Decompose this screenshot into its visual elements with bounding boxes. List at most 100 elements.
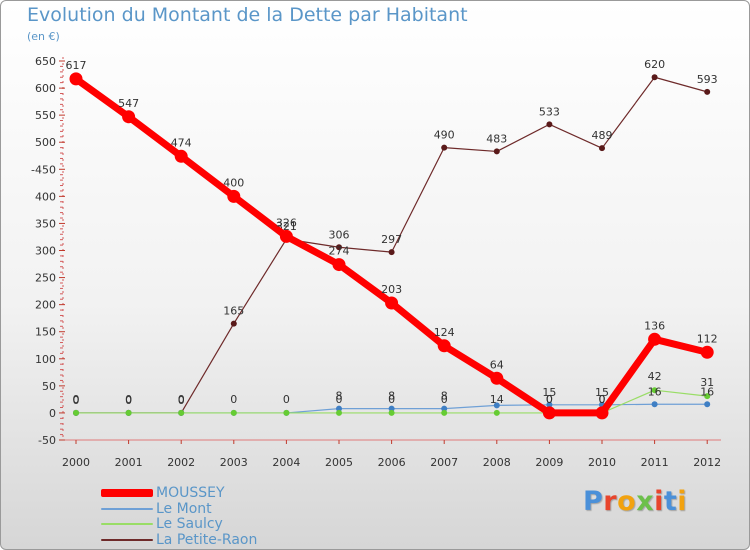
- data-point: [388, 409, 395, 416]
- data-label: 0: [336, 393, 343, 406]
- data-label: 0: [546, 393, 553, 406]
- data-point: [704, 401, 711, 408]
- data-point: [704, 393, 711, 400]
- x-tick-label: 2011: [641, 456, 669, 469]
- data-label: 274: [329, 245, 350, 258]
- data-label: 42: [648, 370, 662, 383]
- x-tick-label: 2007: [430, 456, 458, 469]
- data-label: 16: [648, 385, 662, 398]
- data-point: [69, 72, 83, 86]
- data-point: [493, 402, 500, 409]
- data-label: 203: [381, 283, 402, 296]
- data-label: 533: [539, 105, 560, 118]
- data-point: [279, 229, 293, 243]
- data-label: 124: [434, 326, 455, 339]
- legend-label: MOUSSEY: [156, 485, 225, 501]
- x-tick-label: 2002: [167, 456, 195, 469]
- x-tick-label: 2008: [483, 456, 511, 469]
- brand-letter: t: [663, 486, 678, 517]
- data-label: 136: [644, 319, 665, 332]
- y-tick-label: 0: [49, 407, 56, 420]
- data-label: 306: [329, 228, 350, 241]
- proxiti-logo: Proxiti: [583, 486, 687, 517]
- y-tick-label: 100: [35, 353, 56, 366]
- data-label: 0: [125, 393, 132, 406]
- y-tick-label: -50: [38, 434, 56, 447]
- data-label: 8: [336, 390, 343, 403]
- data-label: 0: [178, 394, 185, 407]
- data-label: 489: [592, 129, 613, 142]
- brand-letter: r: [603, 486, 618, 517]
- data-label: 15: [595, 386, 609, 399]
- data-point: [595, 406, 609, 420]
- x-tick-label: 2000: [62, 456, 90, 469]
- chart-title: Evolution du Montant de la Dette par Hab…: [27, 4, 468, 26]
- data-label: 0: [125, 394, 132, 407]
- brand-letter: o: [617, 486, 637, 517]
- data-point: [385, 296, 399, 310]
- y-tick-label: 400: [35, 190, 56, 203]
- x-tick-label: 2004: [272, 456, 300, 469]
- y-tick-label: -450: [31, 163, 56, 176]
- chart-unit: (en €): [27, 30, 60, 43]
- data-label: 16: [700, 385, 714, 398]
- data-label: 474: [171, 136, 192, 149]
- data-point: [546, 401, 553, 408]
- data-point: [704, 88, 711, 95]
- legend-swatch: [101, 507, 153, 510]
- x-tick-label: 2009: [535, 456, 563, 469]
- data-label: 64: [490, 358, 504, 371]
- data-point: [227, 189, 241, 203]
- data-point: [388, 249, 395, 256]
- legend-label: Le Saulcy: [156, 516, 223, 532]
- legend-swatch: [101, 489, 153, 497]
- data-point: [230, 409, 237, 416]
- data-point: [493, 148, 500, 155]
- data-point: [651, 387, 658, 394]
- data-point: [283, 409, 290, 416]
- data-label: 14: [490, 393, 504, 406]
- data-point: [441, 405, 448, 412]
- y-tick-label: 300: [35, 245, 56, 258]
- data-label: 400: [223, 176, 244, 189]
- data-point: [178, 409, 185, 416]
- data-label: 326: [276, 216, 297, 229]
- y-tick-label: 250: [35, 272, 56, 285]
- data-label: 547: [118, 97, 139, 110]
- data-point: [122, 110, 136, 124]
- y-tick-label: 50: [42, 380, 56, 393]
- legend-label: Le Mont: [156, 500, 212, 517]
- x-tick-label: 2010: [588, 456, 616, 469]
- legend-label: La Petite-Raon: [156, 531, 258, 548]
- data-label: 593: [697, 73, 718, 86]
- data-label: 617: [66, 59, 87, 72]
- y-tick-label: 650: [35, 55, 56, 68]
- data-label: 0: [546, 393, 553, 406]
- data-label: 8: [441, 390, 448, 403]
- data-label: 483: [486, 132, 507, 145]
- data-point: [493, 409, 500, 416]
- data-point: [546, 121, 553, 128]
- y-tick-label: 500: [35, 136, 56, 149]
- data-point: [651, 74, 658, 81]
- data-label: 112: [697, 332, 718, 345]
- data-label: 165: [223, 305, 244, 318]
- data-point: [332, 258, 346, 272]
- x-tick-label: 2006: [378, 456, 406, 469]
- data-label: 0: [441, 393, 448, 406]
- data-label: 0: [178, 393, 185, 406]
- data-label: 8: [388, 390, 395, 403]
- data-point: [437, 339, 451, 353]
- data-label: 15: [542, 386, 556, 399]
- x-tick-label: 2003: [220, 456, 248, 469]
- y-tick-label: 550: [35, 109, 56, 122]
- brand-letter: i: [654, 486, 664, 517]
- data-label: 0: [388, 393, 395, 406]
- data-point: [700, 345, 714, 359]
- x-tick-label: 2001: [115, 456, 143, 469]
- data-point: [73, 409, 79, 416]
- x-tick-label: 2012: [693, 456, 721, 469]
- data-label: 31: [700, 376, 714, 389]
